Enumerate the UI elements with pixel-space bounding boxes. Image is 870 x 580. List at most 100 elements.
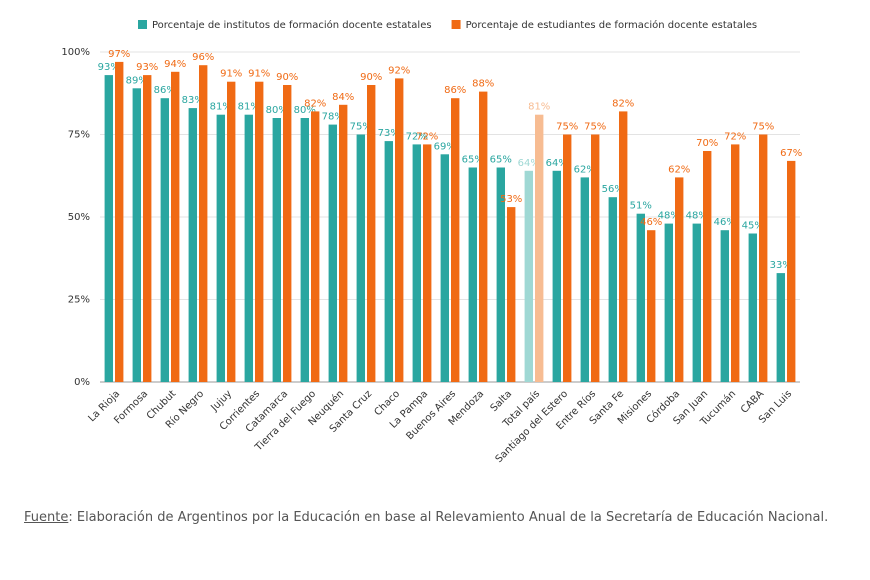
bar (759, 134, 768, 382)
value-label: 72% (724, 131, 746, 142)
bar (104, 75, 113, 382)
bar (591, 134, 600, 382)
value-label: 45% (742, 221, 764, 232)
bar (171, 71, 180, 383)
bar (300, 118, 309, 382)
value-label: 51% (630, 201, 652, 212)
value-label: 65% (462, 155, 484, 166)
value-label: 65% (490, 155, 512, 166)
bar (143, 75, 152, 382)
bar (283, 85, 292, 382)
legend-label: Porcentaje de institutos de formación do… (152, 19, 432, 31)
bar (479, 91, 488, 382)
value-label: 33% (770, 260, 792, 271)
bar (748, 233, 757, 382)
value-label: 88% (472, 79, 494, 90)
value-label: 73% (378, 128, 400, 139)
bar (199, 65, 208, 382)
value-label: 75% (350, 122, 372, 133)
value-label: 81% (238, 102, 260, 113)
bar (496, 167, 505, 382)
value-label: 53% (500, 194, 522, 205)
bar (636, 213, 645, 382)
value-label: 46% (640, 217, 662, 228)
value-label: 92% (388, 65, 410, 76)
value-label: 56% (602, 184, 624, 195)
bar (132, 88, 141, 383)
bar (367, 85, 376, 382)
bar (328, 124, 337, 382)
bar (535, 114, 544, 382)
value-label: 81% (528, 102, 550, 113)
value-label: 94% (164, 59, 186, 70)
bar (720, 230, 729, 382)
value-label: 93% (98, 62, 120, 73)
value-label: 86% (444, 85, 466, 96)
bar (675, 177, 684, 382)
bar (272, 118, 281, 382)
bar (384, 141, 393, 382)
value-label: 82% (612, 98, 634, 109)
value-label: 84% (332, 92, 354, 103)
bar (255, 81, 264, 382)
chart: 0% 25% 50% 75% 100% Porcentaje de institutos … (61, 19, 802, 465)
bar (524, 170, 533, 382)
value-label: 64% (546, 158, 568, 169)
value-label: 78% (322, 112, 344, 123)
bar (188, 108, 197, 382)
bar (619, 111, 628, 383)
value-label: 67% (780, 148, 802, 159)
bar (115, 61, 124, 383)
bar (580, 177, 589, 382)
y-tick-label: 100% (61, 47, 90, 58)
value-label: 75% (752, 122, 774, 133)
value-label: 75% (556, 122, 578, 133)
value-label: 69% (434, 141, 456, 152)
value-label: 89% (126, 75, 148, 86)
value-label: 91% (220, 69, 242, 80)
bar (552, 170, 561, 382)
value-label: 46% (714, 217, 736, 228)
bar (563, 134, 572, 382)
bar (412, 144, 421, 382)
value-label: 97% (108, 49, 130, 60)
y-tick-label: 25% (68, 295, 90, 306)
y-tick-label: 0% (74, 377, 90, 388)
bar (227, 81, 236, 382)
legend-label: Porcentaje de estudiantes de formación d… (466, 19, 758, 31)
value-label: 62% (574, 164, 596, 175)
value-label: 93% (136, 62, 158, 73)
bar (339, 104, 348, 383)
value-label: 70% (696, 138, 718, 149)
bar (507, 207, 516, 382)
bar (703, 151, 712, 382)
value-label: 80% (294, 105, 316, 116)
bar (664, 223, 673, 382)
value-label: 96% (192, 52, 214, 63)
bar (160, 98, 169, 382)
bar (395, 78, 404, 383)
value-label: 62% (668, 164, 690, 175)
legend-swatch (451, 20, 461, 29)
bar (647, 230, 656, 382)
value-label: 75% (584, 122, 606, 133)
bar (731, 144, 740, 382)
bar (451, 98, 460, 382)
value-label: 72% (416, 131, 438, 142)
y-tick-label: 50% (68, 212, 90, 223)
legend-swatch (138, 20, 147, 29)
bar (423, 144, 432, 382)
bar (440, 154, 449, 382)
y-tick-label: 75% (68, 130, 90, 141)
value-label: 90% (360, 72, 382, 83)
value-label: 82% (304, 98, 326, 109)
value-label: 48% (658, 211, 680, 222)
value-label: 72% (406, 131, 428, 142)
source-label: Fuente (24, 510, 69, 525)
value-label: 81% (210, 102, 232, 113)
x-tick-label: Buenos Aires (404, 388, 458, 442)
bar (244, 114, 253, 382)
bar (776, 273, 785, 382)
value-label: 48% (686, 211, 708, 222)
value-label: 64% (518, 158, 540, 169)
